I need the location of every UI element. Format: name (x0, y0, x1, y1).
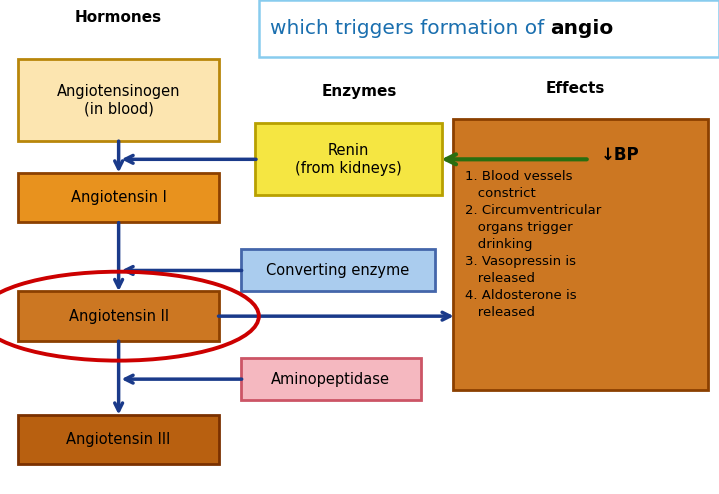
Text: Angiotensinogen
(in blood): Angiotensinogen (in blood) (57, 84, 180, 116)
Text: Hormones: Hormones (75, 10, 162, 25)
Text: which triggers formation of: which triggers formation of (270, 19, 550, 38)
Text: angio: angio (550, 19, 613, 38)
Text: Renin
(from kidneys): Renin (from kidneys) (296, 143, 402, 175)
Text: ↓BP: ↓BP (600, 146, 639, 164)
Text: Aminopeptidase: Aminopeptidase (271, 371, 390, 387)
FancyBboxPatch shape (241, 249, 435, 291)
Text: 1. Blood vessels
   constrict
2. Circumventricular
   organs trigger
   drinking: 1. Blood vessels constrict 2. Circumvent… (465, 170, 601, 319)
Text: Enzymes: Enzymes (322, 84, 397, 99)
FancyBboxPatch shape (18, 291, 219, 341)
FancyBboxPatch shape (18, 59, 219, 141)
Text: Angiotensin III: Angiotensin III (66, 432, 171, 447)
FancyBboxPatch shape (18, 415, 219, 464)
FancyBboxPatch shape (241, 358, 421, 400)
Text: Angiotensin I: Angiotensin I (70, 190, 167, 205)
Text: Converting enzyme: Converting enzyme (266, 263, 410, 278)
Text: Angiotensin II: Angiotensin II (68, 309, 169, 324)
FancyBboxPatch shape (453, 119, 708, 390)
Text: Effects: Effects (546, 82, 605, 96)
FancyBboxPatch shape (255, 124, 442, 195)
FancyBboxPatch shape (259, 0, 719, 57)
FancyBboxPatch shape (18, 173, 219, 222)
